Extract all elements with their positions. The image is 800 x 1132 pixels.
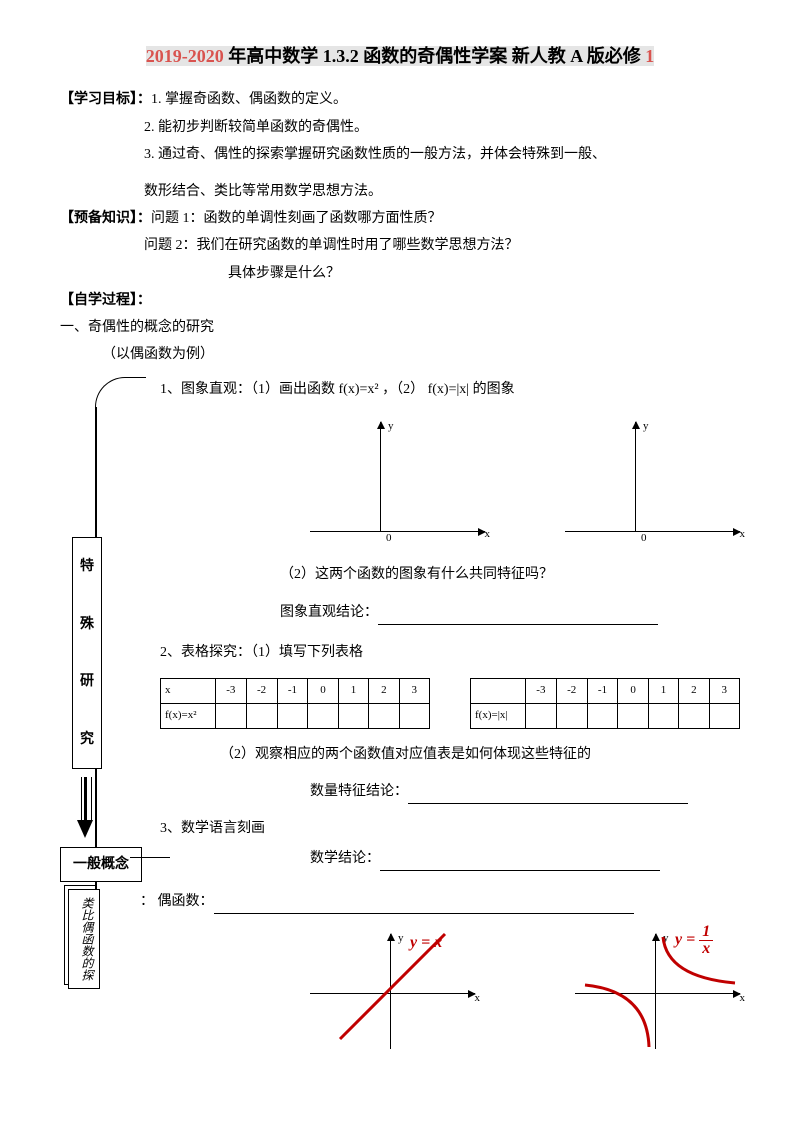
question-table-feature: （2）观察相应的两个函数值对应值表是如何体现这些特征的 xyxy=(160,742,740,767)
conclusion-2-label: 数量特征结论： xyxy=(310,784,408,799)
axis-plot-2: x y 0 xyxy=(565,422,740,552)
prep-q2: 问题 2：我们在研究函数的单调性时用了哪些数学思想方法？ xyxy=(60,233,740,258)
step-3-math: 3、数学语言刻画 xyxy=(160,816,740,841)
goal-4: 数形结合、类比等常用数学思想方法。 xyxy=(60,179,740,204)
graph-y-equals-1-over-x: x y y = 1x xyxy=(575,929,740,1049)
conclusion-3-label: 数学结论： xyxy=(310,851,380,866)
example-graphs-row: x y y = x x y y = 1x xyxy=(310,929,740,1049)
even-function-label: ： 偶函数： xyxy=(140,894,214,909)
goals-label: 【学习目标】： xyxy=(60,92,151,107)
table-2: -3 -2 -1 0 1 2 3 f(x)=|x| xyxy=(470,678,740,729)
section-1-sub: （以偶函数为例） xyxy=(60,342,740,367)
goal-1: 1. 掌握奇函数、偶函数的定义。 xyxy=(151,92,347,107)
arrow-down-icon xyxy=(78,777,94,837)
title-main: 年高中数学 1.3.2 函数的奇偶性学案 新人教 A 版必修 xyxy=(224,46,646,66)
even-function-blank[interactable] xyxy=(214,899,634,914)
self-study-label: 【自学过程】： xyxy=(60,288,740,313)
title-vol: 1 xyxy=(645,46,654,66)
title-year: 2019-2020 xyxy=(146,46,224,66)
prep-q1: 问题 1：函数的单调性刻画了函数哪方面性质？ xyxy=(151,211,442,226)
equation-1: y = x xyxy=(410,929,442,958)
prep-q3: 具体步骤是什么？ xyxy=(60,261,740,286)
conclusion-1-label: 图象直观结论： xyxy=(280,605,378,620)
step-2-table: 2、表格探究：（1）填写下列表格 xyxy=(160,640,740,665)
flow-content: 1、图象直观：（1）画出函数 f(x)=x² ，（2） f(x)=|x| 的图象… xyxy=(160,377,740,1049)
conclusion-1-blank[interactable] xyxy=(378,610,658,625)
prep-knowledge: 【预备知识】：问题 1：函数的单调性刻画了函数哪方面性质？ xyxy=(60,206,740,231)
tables-row: x -3 -2 -1 0 1 2 3 f(x)=x² -3 xyxy=(160,673,740,734)
flow-diagram: 特 殊 研 究 一般概念 类比偶函数的探 1、图象直观：（1）画出函数 f(x)… xyxy=(60,377,740,1049)
learning-goals: 【学习目标】：1. 掌握奇函数、偶函数的定义。 xyxy=(60,87,740,112)
blank-axes-row: x y 0 x y 0 xyxy=(310,422,740,552)
prep-label: 【预备知识】： xyxy=(60,211,151,226)
goal-2: 2. 能初步判断较简单函数的奇偶性。 xyxy=(60,115,740,140)
question-common-feature: （2）这两个函数的图象有什么共同特征吗？ xyxy=(160,562,740,587)
graph-y-equals-x: x y y = x xyxy=(310,929,475,1049)
flow-left-rail: 特 殊 研 究 一般概念 类比偶函数的探 xyxy=(60,377,150,1049)
equation-2: y = 1x xyxy=(675,924,713,957)
conclusion-2-blank[interactable] xyxy=(408,789,688,804)
table-1: x -3 -2 -1 0 1 2 3 f(x)=x² xyxy=(160,678,430,729)
step-1-graph: 1、图象直观：（1）画出函数 f(x)=x² ，（2） f(x)=|x| 的图象 xyxy=(160,377,740,402)
page-title: 2019-2020 年高中数学 1.3.2 函数的奇偶性学案 新人教 A 版必修… xyxy=(60,40,740,72)
conclusion-3-blank[interactable] xyxy=(380,856,660,871)
axis-plot-1: x y 0 xyxy=(310,422,485,552)
sidebar-special-research: 特 殊 研 究 xyxy=(72,537,102,769)
goal-3: 3. 通过奇、偶性的探索掌握研究函数性质的一般方法，并体会特殊到一般、 xyxy=(60,142,740,167)
section-1-heading: 一、奇偶性的概念的研究 xyxy=(60,315,740,340)
general-concept-box: 一般概念 xyxy=(60,847,142,882)
analogy-box: 类比偶函数的探 xyxy=(68,889,100,989)
